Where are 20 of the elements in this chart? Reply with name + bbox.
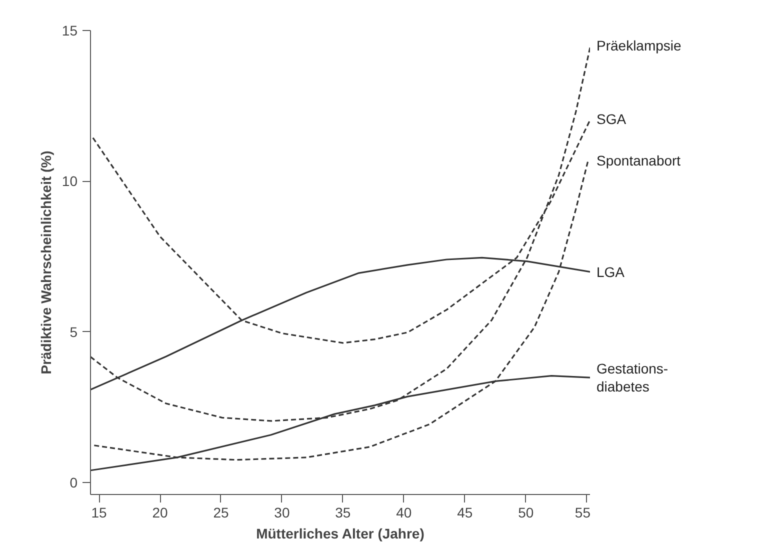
series-label: LGA xyxy=(596,264,626,280)
x-tick-label: 55 xyxy=(574,504,591,520)
x-axis-title: Mütterliches Alter (Jahre) xyxy=(256,526,424,542)
y-tick-label: 15 xyxy=(62,22,78,38)
series-label: SGA xyxy=(596,111,627,128)
series-label: Präeklampsie xyxy=(596,38,682,54)
y-axis-title: Prädiktive Wahrscheinlichkeit (%) xyxy=(38,150,54,374)
series-label: Spontanabort xyxy=(596,152,681,169)
x-tick-label: 40 xyxy=(396,504,412,520)
x-tick-label: 15 xyxy=(91,504,108,520)
y-tick-label: 5 xyxy=(70,324,78,340)
x-tick-label: 25 xyxy=(213,504,229,520)
y-tick-label: 0 xyxy=(70,474,78,490)
x-tick-label: 30 xyxy=(274,504,290,520)
x-tick-label: 45 xyxy=(457,504,473,520)
series-label: Gestations- diabetes xyxy=(596,360,668,395)
x-tick-label: 35 xyxy=(335,504,351,520)
x-tick-label: 20 xyxy=(152,504,168,520)
x-tick-label: 50 xyxy=(518,504,534,520)
y-tick-label: 10 xyxy=(62,173,78,190)
